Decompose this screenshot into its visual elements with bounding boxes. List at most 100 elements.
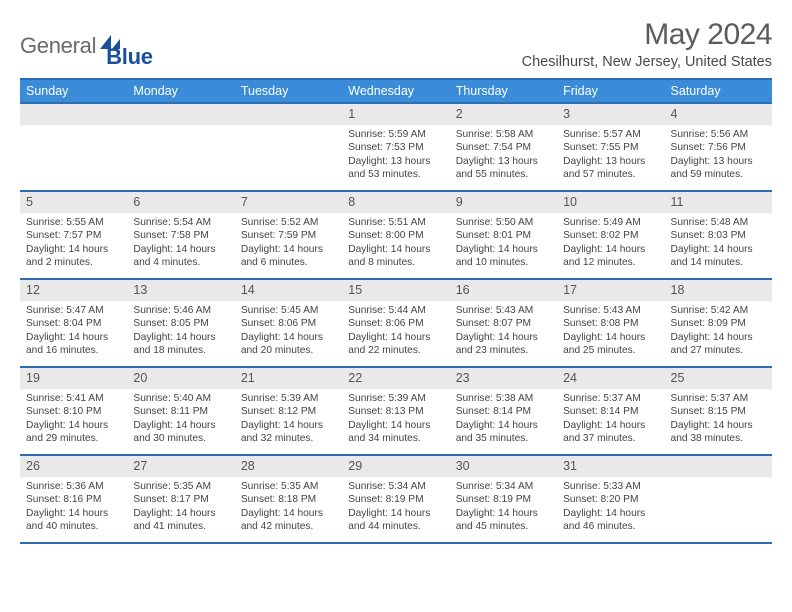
daylight-line: Daylight: 14 hours and 12 minutes. bbox=[563, 243, 658, 270]
day-cell: 27Sunrise: 5:35 AMSunset: 8:17 PMDayligh… bbox=[127, 455, 234, 543]
sunset-line: Sunset: 8:06 PM bbox=[348, 317, 443, 330]
sunset-line: Sunset: 8:15 PM bbox=[671, 405, 766, 418]
day-body: Sunrise: 5:34 AMSunset: 8:19 PMDaylight:… bbox=[450, 477, 557, 538]
daylight-line: Daylight: 14 hours and 41 minutes. bbox=[133, 507, 228, 534]
day-number: 4 bbox=[665, 104, 772, 125]
day-body: Sunrise: 5:49 AMSunset: 8:02 PMDaylight:… bbox=[557, 213, 664, 274]
day-body: Sunrise: 5:33 AMSunset: 8:20 PMDaylight:… bbox=[557, 477, 664, 538]
sunrise-line: Sunrise: 5:57 AM bbox=[563, 128, 658, 141]
day-cell: 9Sunrise: 5:50 AMSunset: 8:01 PMDaylight… bbox=[450, 191, 557, 279]
day-cell: 11Sunrise: 5:48 AMSunset: 8:03 PMDayligh… bbox=[665, 191, 772, 279]
day-body: Sunrise: 5:52 AMSunset: 7:59 PMDaylight:… bbox=[235, 213, 342, 274]
day-number: 13 bbox=[127, 280, 234, 301]
sunset-line: Sunset: 8:14 PM bbox=[456, 405, 551, 418]
day-number: 15 bbox=[342, 280, 449, 301]
day-cell: 26Sunrise: 5:36 AMSunset: 8:16 PMDayligh… bbox=[20, 455, 127, 543]
sunrise-line: Sunrise: 5:44 AM bbox=[348, 304, 443, 317]
day-body: Sunrise: 5:57 AMSunset: 7:55 PMDaylight:… bbox=[557, 125, 664, 186]
sunset-line: Sunset: 8:16 PM bbox=[26, 493, 121, 506]
day-cell: 3Sunrise: 5:57 AMSunset: 7:55 PMDaylight… bbox=[557, 103, 664, 191]
sunrise-line: Sunrise: 5:58 AM bbox=[456, 128, 551, 141]
day-body: Sunrise: 5:55 AMSunset: 7:57 PMDaylight:… bbox=[20, 213, 127, 274]
day-body: Sunrise: 5:48 AMSunset: 8:03 PMDaylight:… bbox=[665, 213, 772, 274]
sunset-line: Sunset: 8:13 PM bbox=[348, 405, 443, 418]
daylight-line: Daylight: 14 hours and 16 minutes. bbox=[26, 331, 121, 358]
day-number: 17 bbox=[557, 280, 664, 301]
day-number: 1 bbox=[342, 104, 449, 125]
sunset-line: Sunset: 7:53 PM bbox=[348, 141, 443, 154]
day-cell bbox=[127, 103, 234, 191]
day-cell: 19Sunrise: 5:41 AMSunset: 8:10 PMDayligh… bbox=[20, 367, 127, 455]
day-body: Sunrise: 5:37 AMSunset: 8:15 PMDaylight:… bbox=[665, 389, 772, 450]
day-number: 29 bbox=[342, 456, 449, 477]
day-cell: 14Sunrise: 5:45 AMSunset: 8:06 PMDayligh… bbox=[235, 279, 342, 367]
sunset-line: Sunset: 8:01 PM bbox=[456, 229, 551, 242]
day-cell: 21Sunrise: 5:39 AMSunset: 8:12 PMDayligh… bbox=[235, 367, 342, 455]
sunrise-line: Sunrise: 5:39 AM bbox=[241, 392, 336, 405]
sunrise-line: Sunrise: 5:33 AM bbox=[563, 480, 658, 493]
day-number: 22 bbox=[342, 368, 449, 389]
day-header: Wednesday bbox=[342, 79, 449, 103]
day-number bbox=[20, 104, 127, 125]
day-body: Sunrise: 5:56 AMSunset: 7:56 PMDaylight:… bbox=[665, 125, 772, 186]
day-body bbox=[665, 477, 772, 484]
daylight-line: Daylight: 14 hours and 2 minutes. bbox=[26, 243, 121, 270]
day-cell bbox=[665, 455, 772, 543]
daylight-line: Daylight: 14 hours and 20 minutes. bbox=[241, 331, 336, 358]
sunrise-line: Sunrise: 5:36 AM bbox=[26, 480, 121, 493]
day-cell bbox=[235, 103, 342, 191]
day-number: 6 bbox=[127, 192, 234, 213]
day-cell: 13Sunrise: 5:46 AMSunset: 8:05 PMDayligh… bbox=[127, 279, 234, 367]
logo-text-blue: Blue bbox=[106, 44, 152, 70]
day-body: Sunrise: 5:59 AMSunset: 7:53 PMDaylight:… bbox=[342, 125, 449, 186]
day-body bbox=[127, 125, 234, 132]
sunset-line: Sunset: 8:08 PM bbox=[563, 317, 658, 330]
day-body bbox=[235, 125, 342, 132]
sunset-line: Sunset: 8:04 PM bbox=[26, 317, 121, 330]
day-number bbox=[665, 456, 772, 477]
day-cell: 25Sunrise: 5:37 AMSunset: 8:15 PMDayligh… bbox=[665, 367, 772, 455]
day-number: 20 bbox=[127, 368, 234, 389]
sunset-line: Sunset: 8:00 PM bbox=[348, 229, 443, 242]
sunrise-line: Sunrise: 5:40 AM bbox=[133, 392, 228, 405]
daylight-line: Daylight: 14 hours and 14 minutes. bbox=[671, 243, 766, 270]
day-header: Thursday bbox=[450, 79, 557, 103]
daylight-line: Daylight: 14 hours and 34 minutes. bbox=[348, 419, 443, 446]
daylight-line: Daylight: 13 hours and 57 minutes. bbox=[563, 155, 658, 182]
daylight-line: Daylight: 13 hours and 53 minutes. bbox=[348, 155, 443, 182]
daylight-line: Daylight: 13 hours and 55 minutes. bbox=[456, 155, 551, 182]
day-header: Friday bbox=[557, 79, 664, 103]
day-cell: 4Sunrise: 5:56 AMSunset: 7:56 PMDaylight… bbox=[665, 103, 772, 191]
sunset-line: Sunset: 7:59 PM bbox=[241, 229, 336, 242]
sunrise-line: Sunrise: 5:39 AM bbox=[348, 392, 443, 405]
day-number: 28 bbox=[235, 456, 342, 477]
month-title: May 2024 bbox=[522, 18, 772, 52]
daylight-line: Daylight: 14 hours and 4 minutes. bbox=[133, 243, 228, 270]
daylight-line: Daylight: 14 hours and 27 minutes. bbox=[671, 331, 766, 358]
day-cell: 24Sunrise: 5:37 AMSunset: 8:14 PMDayligh… bbox=[557, 367, 664, 455]
sunrise-line: Sunrise: 5:52 AM bbox=[241, 216, 336, 229]
day-cell: 28Sunrise: 5:35 AMSunset: 8:18 PMDayligh… bbox=[235, 455, 342, 543]
sunset-line: Sunset: 8:11 PM bbox=[133, 405, 228, 418]
sunset-line: Sunset: 8:18 PM bbox=[241, 493, 336, 506]
day-number: 8 bbox=[342, 192, 449, 213]
sunrise-line: Sunrise: 5:34 AM bbox=[348, 480, 443, 493]
sunrise-line: Sunrise: 5:59 AM bbox=[348, 128, 443, 141]
day-header: Saturday bbox=[665, 79, 772, 103]
sunrise-line: Sunrise: 5:54 AM bbox=[133, 216, 228, 229]
sunset-line: Sunset: 7:54 PM bbox=[456, 141, 551, 154]
logo-text-general: General bbox=[20, 33, 96, 59]
day-number: 5 bbox=[20, 192, 127, 213]
day-cell: 7Sunrise: 5:52 AMSunset: 7:59 PMDaylight… bbox=[235, 191, 342, 279]
sunrise-line: Sunrise: 5:43 AM bbox=[563, 304, 658, 317]
day-number bbox=[127, 104, 234, 125]
sunrise-line: Sunrise: 5:41 AM bbox=[26, 392, 121, 405]
sunrise-line: Sunrise: 5:35 AM bbox=[133, 480, 228, 493]
sunset-line: Sunset: 8:03 PM bbox=[671, 229, 766, 242]
daylight-line: Daylight: 14 hours and 22 minutes. bbox=[348, 331, 443, 358]
week-row: 1Sunrise: 5:59 AMSunset: 7:53 PMDaylight… bbox=[20, 103, 772, 191]
daylight-line: Daylight: 14 hours and 46 minutes. bbox=[563, 507, 658, 534]
day-cell: 18Sunrise: 5:42 AMSunset: 8:09 PMDayligh… bbox=[665, 279, 772, 367]
day-number: 18 bbox=[665, 280, 772, 301]
day-number: 21 bbox=[235, 368, 342, 389]
